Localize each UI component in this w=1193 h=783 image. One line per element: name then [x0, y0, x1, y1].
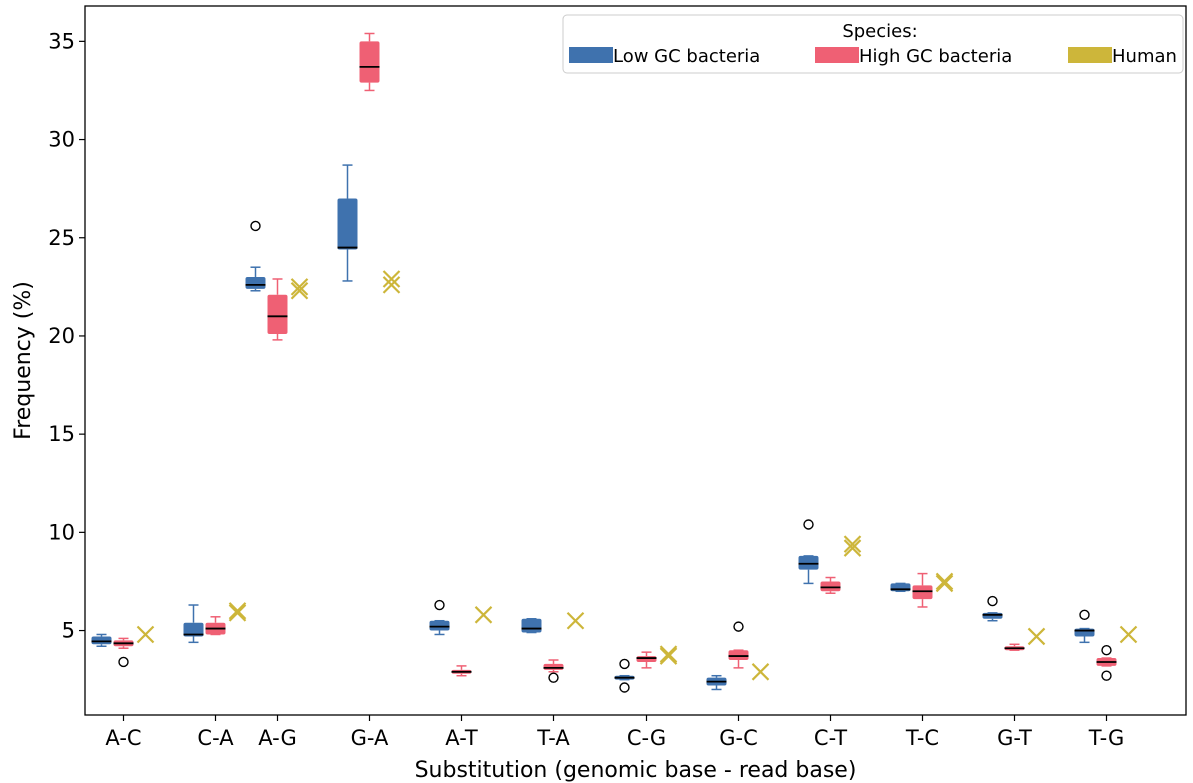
x-tick-label: C-G — [627, 726, 666, 750]
x-tick-label: A-T — [445, 726, 478, 750]
box — [912, 585, 933, 600]
human-point — [136, 625, 155, 644]
y-tick-label: 5 — [62, 619, 75, 643]
human-point — [935, 572, 954, 591]
y-tick-label: 10 — [48, 520, 75, 544]
y-tick-label: 15 — [48, 422, 75, 446]
outlier-point — [118, 656, 129, 668]
outlier-point — [619, 682, 630, 693]
human-point — [290, 278, 309, 296]
box — [636, 656, 657, 662]
x-tick-label: G-A — [351, 726, 389, 750]
x-tick-label: C-T — [814, 726, 847, 750]
human-point — [228, 604, 247, 622]
human-point — [751, 663, 770, 681]
legend-swatch — [1068, 47, 1112, 63]
series-human — [136, 270, 1138, 681]
box — [267, 294, 288, 334]
human-point — [1027, 627, 1046, 646]
box — [982, 612, 1003, 619]
outlier-point — [434, 599, 445, 611]
box — [183, 622, 204, 637]
outlier-point — [987, 595, 998, 607]
legend: Species: Low GC bacteria High GC bacteria… — [562, 14, 1184, 74]
box — [728, 650, 749, 661]
outlier-point — [619, 658, 630, 670]
box — [820, 581, 841, 592]
y-tick-label: 30 — [48, 128, 75, 152]
y-axis-title: Frequency (%) — [11, 281, 36, 440]
legend-frame — [562, 14, 1184, 74]
y-tick-label: 20 — [48, 324, 75, 348]
legend-swatch — [815, 47, 859, 63]
x-tick-label: G-C — [719, 726, 758, 750]
x-axis-title: Substitution (genomic base - read base) — [415, 758, 857, 783]
box — [245, 277, 266, 289]
legend-title: Species: — [842, 21, 917, 42]
x-tick-label: G-T — [997, 726, 1032, 750]
human-point — [659, 645, 678, 663]
box — [337, 198, 358, 250]
plot-frame — [84, 5, 1187, 716]
outlier-point — [250, 220, 261, 232]
outlier-point — [548, 672, 559, 683]
legend-swatch — [569, 47, 613, 63]
x-tick-label: T-C — [905, 726, 939, 750]
human-point — [290, 282, 309, 300]
y-tick-label: 25 — [48, 226, 75, 250]
box — [359, 41, 380, 83]
series-low-gc-bacteria — [91, 164, 1095, 693]
x-tick-label: T-A — [536, 726, 570, 750]
box — [521, 618, 542, 633]
outlier-point — [803, 519, 814, 530]
outlier-point — [1079, 609, 1090, 621]
human-point — [382, 270, 401, 288]
human-point — [382, 276, 401, 294]
x-tick-label: T-G — [1088, 726, 1125, 750]
human-point — [935, 574, 954, 593]
y-axis: 5 10 15 20 25 30 35 — [48, 29, 85, 643]
outlier-point — [1101, 644, 1112, 656]
human-point — [228, 602, 247, 620]
outlier-point — [1101, 670, 1112, 681]
legend-entry-label: High GC bacteria — [859, 46, 1012, 67]
plot-marks — [91, 32, 1138, 693]
box — [429, 620, 450, 631]
human-point — [474, 606, 493, 624]
human-point — [1119, 625, 1138, 644]
box — [91, 636, 112, 645]
box — [543, 663, 564, 670]
x-axis: A-C C-A A-G G-A A-T T-A C-G G-C C-T T-C G-T T-G — [105, 715, 1124, 750]
human-point — [659, 647, 678, 665]
x-tick-label: C-A — [197, 726, 234, 750]
human-point — [566, 611, 585, 630]
outlier-point — [733, 621, 744, 632]
x-tick-label: A-G — [258, 726, 297, 750]
x-tick-label: A-C — [105, 726, 141, 750]
human-point — [843, 535, 862, 553]
human-point — [843, 539, 862, 557]
y-tick-label: 35 — [48, 29, 75, 53]
series-high-gc-bacteria — [113, 32, 1117, 683]
box — [798, 555, 819, 570]
legend-entry-label: Human — [1112, 46, 1177, 67]
legend-entry-label: Low GC bacteria — [613, 46, 760, 67]
